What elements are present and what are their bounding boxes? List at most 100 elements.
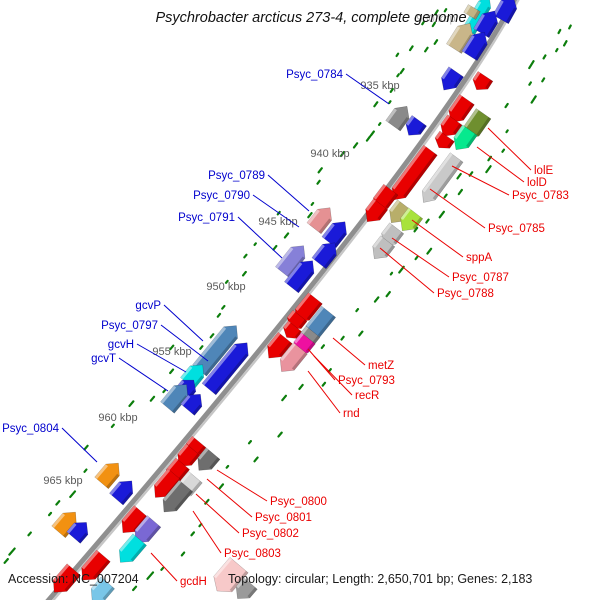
gene-arrow-Psyc_0788[interactable] [372,235,396,259]
gene-arrow-highlight [473,13,485,31]
label-leader-line [313,355,353,396]
gene-label-lolE[interactable]: lolE [534,165,554,177]
gene-arrow[interactable] [441,66,464,91]
gene-arrow-rnd[interactable] [279,342,308,372]
gene-arrow-Psyc_0797[interactable] [201,342,249,396]
gene-label-rnd[interactable]: rnd [343,408,360,420]
gene-arrow[interactable] [472,71,494,90]
gene-arrow[interactable] [177,443,201,467]
gene-label-sppA[interactable]: sppA [466,252,493,264]
gene-arrow[interactable] [154,468,182,498]
gene-arrow[interactable] [53,563,81,593]
gene-label-Psyc_0801[interactable]: Psyc_0801 [255,512,312,524]
gene-arrow[interactable] [405,115,427,136]
gene-label-Psyc_0803[interactable]: Psyc_0803 [224,548,281,560]
gene-arrow[interactable] [434,130,455,149]
gene-arrow-gcdH[interactable] [119,533,147,563]
gc-dot [433,39,439,45]
gene-label-Psyc_0791[interactable]: Psyc_0791 [178,212,235,224]
gene-arrow-shade [377,207,388,221]
gc-dot [281,394,287,402]
gene-arrow-Psyc_0791[interactable] [275,245,306,279]
gene-arrow[interactable] [284,260,315,294]
gene-arrow[interactable] [213,556,249,593]
gc-dot [443,8,448,13]
gene-arrow-gcvT[interactable] [160,384,189,414]
gene-arrow[interactable] [235,577,258,599]
gene-arrow[interactable] [365,198,389,222]
gene-arrow-shade [295,330,303,339]
gc-dot [431,21,437,28]
gene-arrow[interactable] [461,31,488,61]
gene-label-Psyc_0797[interactable]: Psyc_0797 [101,320,158,332]
gene-arrow-shade [305,342,316,353]
gene-arrow-sppA[interactable] [400,207,424,232]
gc-dot [339,150,346,158]
gc-dot [485,165,492,174]
gene-label-Psyc_0787[interactable]: Psyc_0787 [452,272,509,284]
gene-arrow-gcvP[interactable] [192,325,238,377]
gene-label-lolD[interactable]: lolD [527,177,547,189]
gene-arrow[interactable] [283,320,303,339]
gene-arrow[interactable] [66,522,89,544]
gene-label-gcvP[interactable]: gcvP [135,300,161,312]
label-leader-line [476,146,525,183]
axis-tick-label: 960 kbp [98,412,137,424]
gene-label-Psyc_0793[interactable]: Psyc_0793 [338,375,395,387]
gc-dot [528,60,535,70]
gene-arrow-Psyc_0800[interactable] [197,447,221,471]
gene-arrow[interactable] [180,394,203,416]
gc-dot [209,333,215,339]
gene-arrow-Psyc_0783[interactable] [422,152,464,203]
gene-arrow-lolD[interactable] [453,124,478,151]
gc-dot [388,100,392,105]
gene-arrow-highlight [283,320,291,330]
gc-dot [443,193,448,199]
gene-arrow-shade [447,139,455,149]
gene-arrow-highlight [109,481,122,496]
gene-arrow[interactable] [492,0,518,25]
gene-arrow-highlight [53,563,70,582]
gene-label-Psyc_0783[interactable]: Psyc_0783 [512,190,569,202]
gene-label-Psyc_0789[interactable]: Psyc_0789 [208,170,265,182]
gene-arrow-Psyc_0804[interactable] [94,462,120,490]
gene-arrow-highlight [373,184,387,200]
gene-arrow[interactable] [109,480,134,506]
gc-dot [253,456,259,463]
gc-dot [456,172,462,180]
gene-arrow[interactable] [448,94,475,123]
gene-arrow-Psyc_0784[interactable] [385,106,410,132]
gene-arrow-Psyc_0802[interactable] [162,479,194,513]
gene-arrow-highlight [435,131,443,140]
gene-arrow[interactable] [90,576,115,600]
gene-arrow[interactable] [440,114,463,137]
gene-label-Psyc_0802[interactable]: Psyc_0802 [242,528,299,540]
gene-arrow-Psyc_0789[interactable] [306,207,332,235]
gc-dot [377,122,382,126]
gene-arrow-highlight [197,447,209,460]
gene-label-Psyc_0800[interactable]: Psyc_0800 [270,496,327,508]
gene-label-Psyc_0804[interactable]: Psyc_0804 [2,423,60,435]
gene-label-recR[interactable]: recR [355,390,379,402]
gene-arrow[interactable] [473,10,499,39]
gene-arrow-highlight [365,198,376,211]
gene-arrow[interactable] [81,549,111,581]
gene-arrow[interactable] [311,242,337,270]
gene-arrow-shade [403,153,438,198]
gene-label-Psyc_0788[interactable]: Psyc_0788 [437,288,494,300]
gene-label-gcvT[interactable]: gcvT [91,353,116,365]
gene-arrow[interactable] [463,4,481,20]
gc-dot [55,500,61,506]
gene-arrow[interactable] [391,144,438,201]
gene-arrow[interactable] [267,331,293,359]
gc-dot [272,244,278,251]
gene-label-Psyc_0785[interactable]: Psyc_0785 [488,223,545,235]
gene-label-gcdH[interactable]: gcdH [180,576,207,588]
gene-label-Psyc_0790[interactable]: Psyc_0790 [193,190,250,202]
gene-arrow-highlight [422,152,453,193]
gene-arrow-shade [505,7,517,24]
gene-label-gcvH[interactable]: gcvH [108,339,134,351]
gene-arrow-Psyc_0803[interactable] [121,505,149,533]
gene-label-Psyc_0784[interactable]: Psyc_0784 [286,69,344,81]
gene-label-metZ[interactable]: metZ [368,360,394,372]
